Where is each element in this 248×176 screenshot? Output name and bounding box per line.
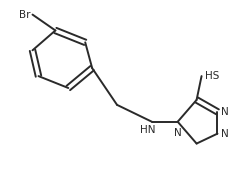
Text: N: N: [221, 129, 229, 139]
Text: HN: HN: [140, 125, 155, 135]
Text: N: N: [221, 107, 229, 117]
Text: Br: Br: [19, 10, 31, 20]
Text: N: N: [174, 128, 182, 138]
Text: HS: HS: [205, 71, 219, 81]
